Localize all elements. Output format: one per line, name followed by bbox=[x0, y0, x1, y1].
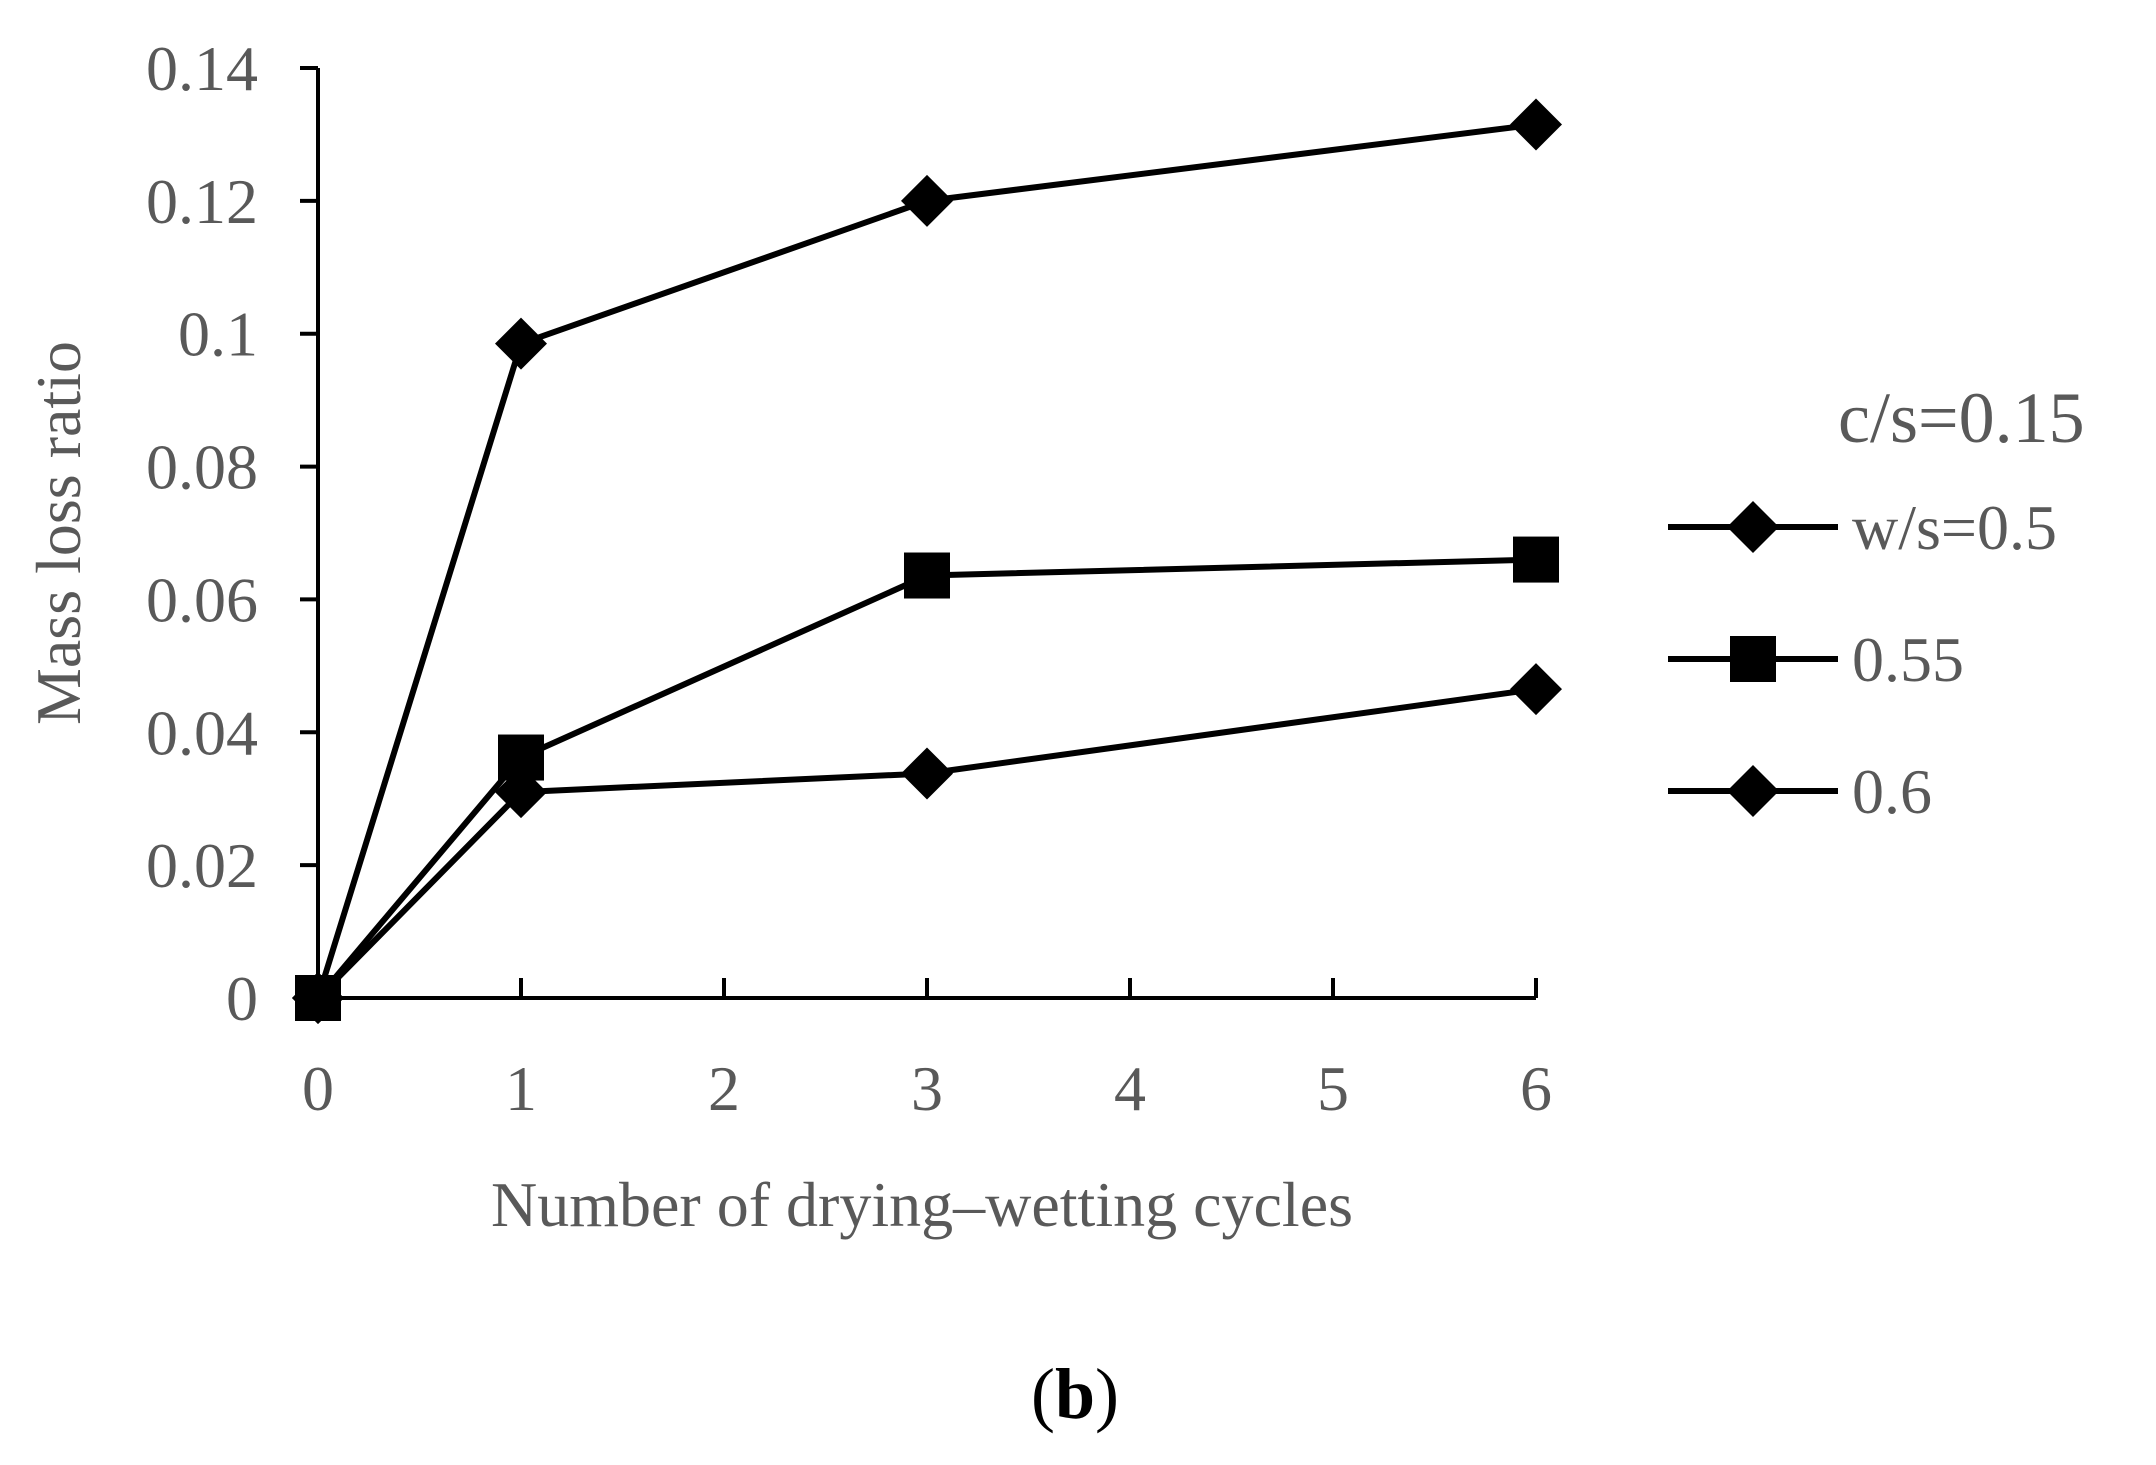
caption-close-paren: ) bbox=[1095, 1354, 1119, 1434]
series-line bbox=[315, 556, 1537, 1000]
series-line bbox=[315, 121, 1537, 999]
y-tick-label: 0.04 bbox=[146, 697, 258, 768]
legend-item-1: w/s=0.5 bbox=[1668, 492, 2057, 563]
legend-title: c/s=0.15 bbox=[1838, 378, 2085, 458]
x-ticks: 0 1 2 3 4 5 6 bbox=[302, 978, 1552, 1124]
x-tick-label: 5 bbox=[1317, 1053, 1349, 1124]
data-point bbox=[1510, 663, 1562, 716]
legend-marker bbox=[1727, 501, 1779, 553]
data-point bbox=[292, 972, 344, 1024]
x-tick-label: 1 bbox=[505, 1053, 537, 1124]
y-tick-label: 0.02 bbox=[146, 830, 258, 901]
axes: 0 0.02 0.04 0.06 0.08 0.1 0.12 0.14 0 1 2 3 4 5 6 bbox=[146, 33, 1552, 1124]
legend-label: w/s=0.5 bbox=[1852, 492, 2057, 563]
series-line bbox=[315, 686, 1537, 1001]
legend-item-3: 0.6 bbox=[1668, 756, 1932, 827]
y-tick-label: 0.06 bbox=[146, 564, 258, 635]
x-tick-label: 3 bbox=[911, 1053, 943, 1124]
data-point bbox=[901, 747, 953, 800]
figure-caption: (b) bbox=[1031, 1354, 1119, 1434]
legend-item-2: 0.55 bbox=[1668, 624, 1964, 695]
y-tick-label: 0 bbox=[226, 963, 258, 1034]
x-tick-label: 6 bbox=[1520, 1053, 1552, 1124]
series-layer bbox=[292, 98, 1562, 1024]
y-ticks: 0 0.02 0.04 0.06 0.08 0.1 0.12 0.14 bbox=[146, 33, 318, 1034]
legend: c/s=0.15 w/s=0.5 0.55 0.6 bbox=[1668, 378, 2085, 827]
data-point bbox=[495, 766, 547, 819]
legend-items: w/s=0.5 0.55 0.6 bbox=[1668, 492, 2057, 827]
y-tick-label: 0.08 bbox=[146, 432, 258, 503]
x-tick-label: 4 bbox=[1114, 1053, 1146, 1124]
legend-label: 0.6 bbox=[1852, 756, 1932, 827]
series-3 bbox=[292, 663, 1562, 1024]
data-point bbox=[1510, 98, 1562, 151]
data-point bbox=[904, 552, 950, 599]
legend-marker bbox=[1730, 636, 1776, 682]
data-point bbox=[1513, 536, 1559, 583]
y-tick-label: 0.12 bbox=[146, 166, 258, 237]
caption-open-paren: ( bbox=[1031, 1354, 1055, 1434]
x-tick-label: 0 bbox=[302, 1053, 334, 1124]
x-tick-label: 2 bbox=[708, 1053, 740, 1124]
data-point bbox=[495, 317, 547, 370]
y-axis-title: Mass loss ratio bbox=[23, 341, 94, 725]
y-tick-label: 0.1 bbox=[178, 299, 258, 370]
legend-marker bbox=[1727, 765, 1779, 817]
caption-label: b bbox=[1055, 1354, 1095, 1434]
legend-label: 0.55 bbox=[1852, 624, 1964, 695]
x-axis-title: Number of drying–wetting cycles bbox=[491, 1169, 1353, 1240]
y-tick-label: 0.14 bbox=[146, 33, 258, 104]
data-point bbox=[901, 174, 953, 227]
